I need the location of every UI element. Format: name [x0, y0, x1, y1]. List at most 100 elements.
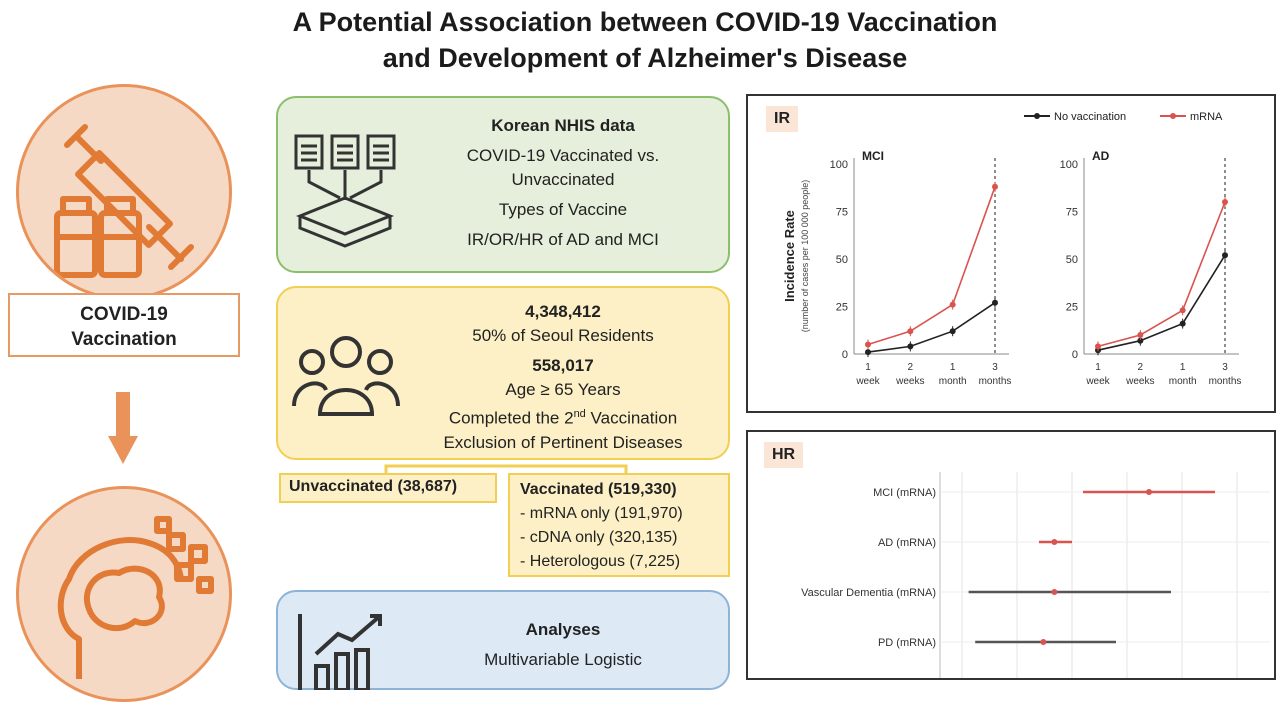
unvaccinated-box: Unvaccinated (38,687)	[279, 473, 497, 503]
hr-row-label: AD (mRNA)	[878, 537, 936, 549]
analyses-heading: Analyses	[525, 620, 601, 639]
vaccinated-item: - mRNA only (191,970)	[520, 505, 683, 522]
page-title: A Potential Association between COVID-19…	[0, 4, 1280, 76]
mci-point-no-vaccination	[992, 299, 998, 306]
mci-series-line-no-vaccination	[867, 302, 996, 353]
hr-estimate-point	[1146, 489, 1152, 495]
mci-x-tick-label: week	[855, 376, 880, 387]
mci-x-tick-label: 1	[865, 362, 871, 373]
brain-head-icon	[57, 516, 214, 679]
ad-x-tick-label: month	[1169, 376, 1197, 387]
mci-point-no-vaccination	[865, 349, 871, 356]
hr-estimate-point	[1040, 639, 1047, 645]
ad-point-no-vaccination	[1179, 320, 1186, 327]
ir-panel: IR Incidence Rate (number of cases per 1…	[746, 94, 1276, 413]
ad-series-line-mrna	[1097, 201, 1226, 348]
mci-x-tick-label: months	[979, 376, 1012, 387]
covid-vaccination-label: COVID-19 Vaccination	[8, 293, 240, 357]
ir-y-axis-sublabel: (number of cases per 100 000 people)	[800, 180, 810, 333]
ad-y-tick-label: 75	[1066, 207, 1078, 219]
mci-x-tick-label: month	[939, 376, 967, 387]
nhis-line-2: Unvaccinated	[511, 170, 615, 189]
ad-y-tick-label: 25	[1066, 302, 1078, 314]
ir-y-axis-label: Incidence Rate	[782, 210, 797, 302]
cohort-completed: Completed the 2nd Vaccination	[448, 408, 678, 428]
title-line-2: and Development of Alzheimer's Disease	[382, 43, 908, 73]
nhis-data-box: Korean NHIS data COVID-19 Vaccinated vs.…	[276, 96, 730, 273]
ad-point-mrna	[1095, 343, 1101, 350]
mci-x-tick-label: 1	[950, 362, 956, 373]
hr-estimate-point	[1051, 539, 1058, 545]
mci-chart-title: MCI	[862, 149, 884, 163]
ad-point-no-vaccination	[1222, 252, 1228, 259]
nhis-heading: Korean NHIS data	[491, 116, 635, 135]
ir-tag: IR	[766, 106, 798, 132]
legend-label-mrna: mRNA	[1190, 111, 1223, 123]
nhis-line-1: COVID-19 Vaccinated vs.	[466, 146, 660, 165]
vaccinated-item: - cDNA only (320,135)	[520, 529, 678, 546]
ad-series-line-no-vaccination	[1097, 254, 1226, 351]
ad-point-mrna	[1137, 332, 1144, 338]
hr-estimate-point	[1051, 589, 1058, 595]
mci-x-tick-label: 2	[908, 362, 914, 373]
vaccinated-heading: Vaccinated (519,330)	[520, 481, 677, 498]
ad-y-tick-label: 0	[1072, 349, 1078, 361]
nhis-line-4: IR/OR/HR of AD and MCI	[467, 230, 659, 249]
ad-x-tick-label: weeks	[1125, 376, 1154, 387]
ad-chart-title: AD	[1092, 149, 1110, 163]
mci-point-no-vaccination	[949, 328, 956, 335]
ad-point-mrna	[1222, 199, 1228, 205]
mci-point-mrna	[992, 183, 998, 190]
analyses-box: Analyses Multivariable Logistic	[276, 590, 730, 690]
ad-x-tick-label: 1	[1095, 362, 1101, 373]
mci-x-tick-label: 3	[992, 362, 998, 373]
hr-row-label: Vascular Dementia (mRNA)	[801, 587, 936, 599]
ad-y-tick-label: 100	[1060, 159, 1078, 171]
mci-y-tick-label: 100	[830, 159, 848, 171]
mci-point-no-vaccination	[907, 343, 914, 350]
mci-y-tick-label: 25	[836, 302, 848, 314]
database-documents-icon	[294, 134, 396, 248]
ir-charts: Incidence Rate (number of cases per 100 …	[782, 111, 1242, 387]
ad-x-tick-label: 3	[1222, 362, 1228, 373]
hr-row-label: MCI (mRNA)	[873, 487, 936, 499]
ad-point-no-vaccination	[1137, 337, 1144, 344]
mci-y-tick-label: 50	[836, 254, 848, 266]
legend-marker-mrna	[1170, 113, 1176, 119]
syringe-vial-icon	[54, 124, 194, 278]
hr-tag: HR	[764, 442, 804, 468]
legend-marker-no-vaccination	[1034, 113, 1040, 119]
bar-chart-icon	[298, 614, 382, 690]
hr-forest-plot: MCI (mRNA) AD (mRNA) Vascular Dementia (mR…	[801, 472, 1270, 678]
cohort-exclusion: Exclusion of Pertinent Diseases	[443, 432, 683, 452]
ad-x-tick-label: 1	[1180, 362, 1186, 373]
ad-y-tick-label: 50	[1066, 254, 1078, 266]
ad-x-tick-label: week	[1085, 376, 1110, 387]
mci-point-mrna	[949, 301, 956, 308]
legend-label-no-vaccination: No vaccination	[1054, 111, 1126, 123]
mci-x-tick-label: weeks	[895, 376, 924, 387]
ad-point-mrna	[1179, 307, 1186, 314]
mci-point-mrna	[865, 341, 871, 348]
split-connector	[384, 464, 628, 478]
vaccine-circle	[16, 84, 232, 300]
mci-point-mrna	[907, 328, 914, 335]
cohort-total-desc: 50% of Seoul Residents	[472, 326, 654, 345]
nhis-line-3: Types of Vaccine	[498, 200, 628, 219]
title-line-1: A Potential Association between COVID-19…	[292, 7, 998, 37]
mci-series-line-mrna	[867, 186, 996, 346]
vaccinated-item: - Heterologous (7,225)	[520, 553, 681, 570]
mci-y-tick-label: 0	[842, 349, 848, 361]
cohort-total: 4,348,412	[525, 302, 601, 321]
hr-row-label: PD (mRNA)	[878, 637, 936, 649]
ad-x-tick-label: 2	[1138, 362, 1144, 373]
cohort-age: Age ≥ 65 Years	[505, 380, 621, 399]
down-arrow-icon	[108, 392, 138, 464]
ad-x-tick-label: months	[1209, 376, 1242, 387]
cohort-subset: 558,017	[532, 356, 594, 375]
analyses-line-1: Multivariable Logistic	[484, 650, 642, 669]
cohort-box: 4,348,412 50% of Seoul Residents 558,017…	[276, 286, 730, 460]
mci-y-tick-label: 75	[836, 207, 848, 219]
hr-panel: HR MCI (mRNA) AD (mRNA) Vascular Dementia …	[746, 430, 1276, 680]
people-group-icon	[292, 336, 400, 416]
